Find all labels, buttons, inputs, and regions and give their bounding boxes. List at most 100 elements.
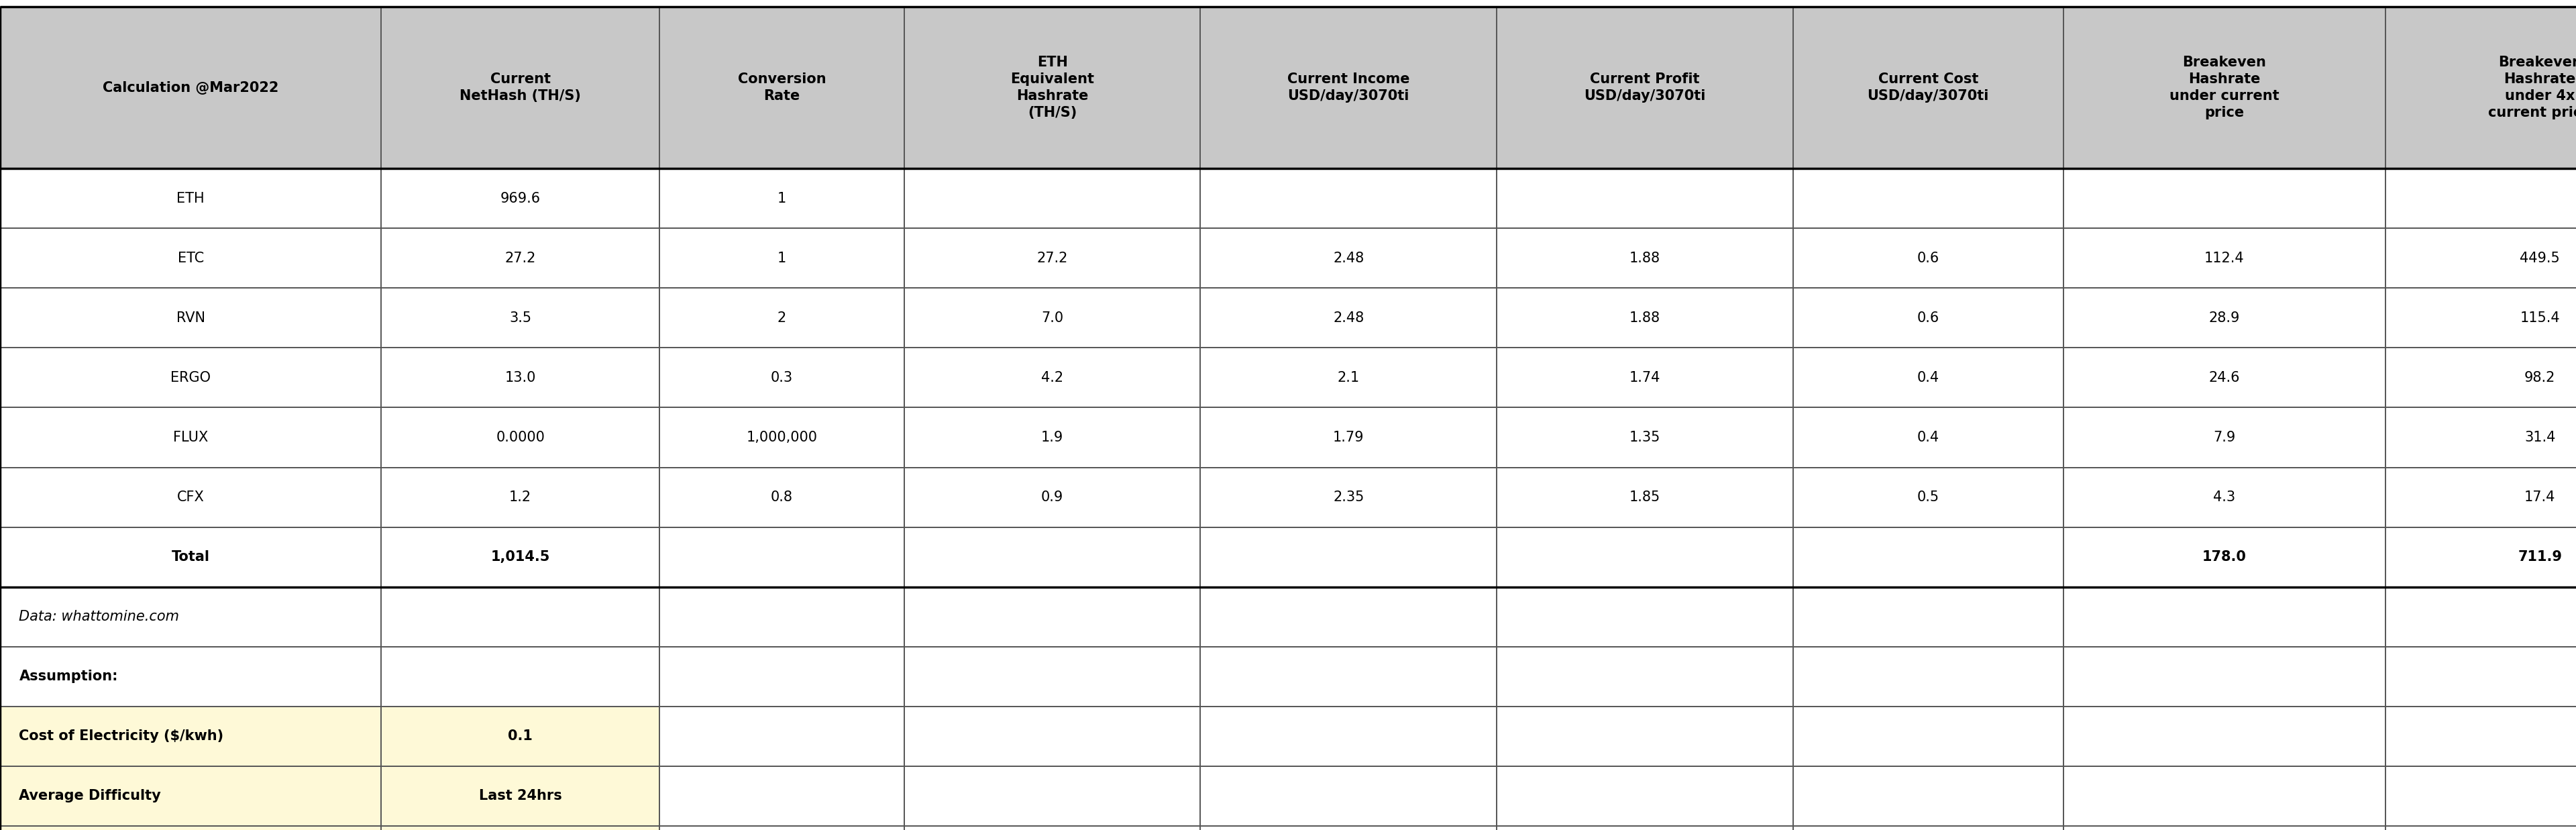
Bar	[0, 527, 381, 587]
Bar	[659, 228, 904, 288]
Bar	[0, 826, 381, 830]
Bar	[1793, 706, 2063, 766]
Bar	[904, 647, 1200, 706]
Bar	[381, 408, 659, 467]
Text: Last 24hrs: Last 24hrs	[479, 789, 562, 803]
Text: 1.35: 1.35	[1628, 431, 1662, 444]
Bar	[659, 706, 904, 766]
Bar	[2063, 7, 2385, 168]
Bar	[1497, 826, 1793, 830]
Bar	[1497, 467, 1793, 527]
Bar	[1793, 766, 2063, 826]
Text: ETH: ETH	[178, 192, 204, 205]
Text: 3.5: 3.5	[510, 311, 531, 325]
Bar	[381, 467, 659, 527]
Bar	[659, 168, 904, 228]
Bar	[904, 826, 1200, 830]
Text: 17.4: 17.4	[2524, 491, 2555, 504]
Text: Current Cost
USD/day/3070ti: Current Cost USD/day/3070ti	[1868, 72, 1989, 103]
Text: FLUX: FLUX	[173, 431, 209, 444]
Bar	[0, 467, 381, 527]
Text: 0.8: 0.8	[770, 491, 793, 504]
Bar	[0, 766, 381, 826]
Bar	[381, 826, 659, 830]
Text: Total: Total	[173, 550, 209, 564]
Bar	[1200, 826, 1497, 830]
Bar	[659, 467, 904, 527]
Text: 2.1: 2.1	[1337, 371, 1360, 384]
Text: 0.3: 0.3	[770, 371, 793, 384]
Bar	[1200, 467, 1497, 527]
Text: CFX: CFX	[178, 491, 204, 504]
Bar	[904, 706, 1200, 766]
Bar	[1793, 587, 2063, 647]
Bar	[1793, 288, 2063, 348]
Bar	[2063, 467, 2385, 527]
Bar	[1200, 168, 1497, 228]
Bar	[1793, 168, 2063, 228]
Text: Cost of Electricity ($/kwh): Cost of Electricity ($/kwh)	[18, 730, 224, 743]
Bar	[1200, 348, 1497, 408]
Text: 31.4: 31.4	[2524, 431, 2555, 444]
Text: 98.2: 98.2	[2524, 371, 2555, 384]
Text: 1.79: 1.79	[1332, 431, 1365, 444]
Bar	[381, 7, 659, 168]
Text: 7.9: 7.9	[2213, 431, 2236, 444]
Bar	[659, 408, 904, 467]
Text: 13.0: 13.0	[505, 371, 536, 384]
Bar	[1793, 826, 2063, 830]
Bar	[2385, 826, 2576, 830]
Text: Conversion
Rate: Conversion Rate	[737, 72, 827, 103]
Text: 1: 1	[778, 251, 786, 265]
Bar	[1497, 587, 1793, 647]
Text: 112.4: 112.4	[2205, 251, 2244, 265]
Bar	[381, 348, 659, 408]
Bar	[381, 706, 659, 766]
Text: ETC: ETC	[178, 251, 204, 265]
Bar	[659, 647, 904, 706]
Bar	[659, 766, 904, 826]
Bar	[2385, 288, 2576, 348]
Bar	[0, 348, 381, 408]
Bar	[1497, 408, 1793, 467]
Bar	[2063, 766, 2385, 826]
Bar	[2385, 467, 2576, 527]
Text: 4.2: 4.2	[1041, 371, 1064, 384]
Text: 1.9: 1.9	[1041, 431, 1064, 444]
Bar	[2385, 168, 2576, 228]
Bar	[2385, 647, 2576, 706]
Text: RVN: RVN	[175, 311, 206, 325]
Bar	[381, 288, 659, 348]
Text: 0.9: 0.9	[1041, 491, 1064, 504]
Bar	[659, 7, 904, 168]
Text: 1.88: 1.88	[1628, 311, 1662, 325]
Bar	[1200, 228, 1497, 288]
Bar	[0, 168, 381, 228]
Bar	[1200, 706, 1497, 766]
Bar	[1497, 7, 1793, 168]
Bar	[1497, 647, 1793, 706]
Bar	[904, 228, 1200, 288]
Bar	[1793, 228, 2063, 288]
Bar	[1793, 7, 2063, 168]
Text: Current
NetHash (TH/S): Current NetHash (TH/S)	[459, 72, 582, 103]
Bar	[1497, 228, 1793, 288]
Text: 1.85: 1.85	[1628, 491, 1662, 504]
Text: Current Income
USD/day/3070ti: Current Income USD/day/3070ti	[1288, 72, 1409, 103]
Text: 1.2: 1.2	[510, 491, 531, 504]
Text: 27.2: 27.2	[505, 251, 536, 265]
Bar	[2385, 228, 2576, 288]
Bar	[2385, 408, 2576, 467]
Bar	[904, 467, 1200, 527]
Bar	[659, 348, 904, 408]
Bar	[2385, 527, 2576, 587]
Bar	[904, 587, 1200, 647]
Bar	[1200, 587, 1497, 647]
Bar	[0, 288, 381, 348]
Bar	[659, 587, 904, 647]
Bar	[0, 587, 381, 647]
Text: Data: whattomine.com: Data: whattomine.com	[18, 610, 180, 623]
Text: 969.6: 969.6	[500, 192, 541, 205]
Bar	[659, 288, 904, 348]
Bar	[2063, 706, 2385, 766]
